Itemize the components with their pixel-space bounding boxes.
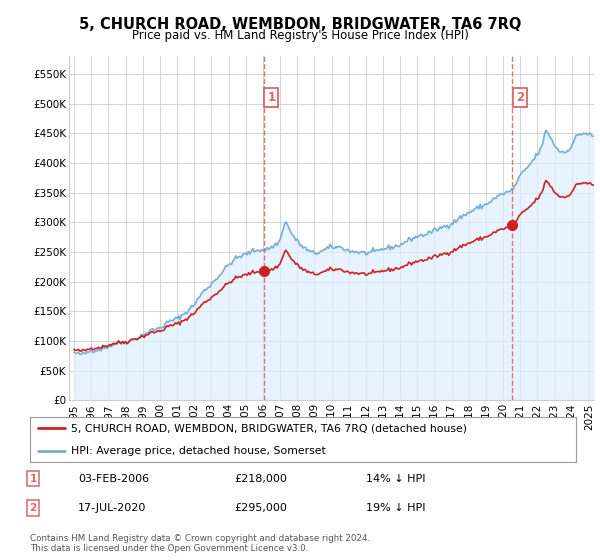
Text: 14% ↓ HPI: 14% ↓ HPI	[366, 474, 425, 484]
Text: 19% ↓ HPI: 19% ↓ HPI	[366, 503, 425, 513]
Text: Price paid vs. HM Land Registry's House Price Index (HPI): Price paid vs. HM Land Registry's House …	[131, 29, 469, 42]
Text: 5, CHURCH ROAD, WEMBDON, BRIDGWATER, TA6 7RQ (detached house): 5, CHURCH ROAD, WEMBDON, BRIDGWATER, TA6…	[71, 423, 467, 433]
Text: £218,000: £218,000	[234, 474, 287, 484]
Text: 2: 2	[29, 503, 37, 513]
Text: Contains HM Land Registry data © Crown copyright and database right 2024.
This d: Contains HM Land Registry data © Crown c…	[30, 534, 370, 553]
Text: 5, CHURCH ROAD, WEMBDON, BRIDGWATER, TA6 7RQ: 5, CHURCH ROAD, WEMBDON, BRIDGWATER, TA6…	[79, 17, 521, 32]
Text: 03-FEB-2006: 03-FEB-2006	[78, 474, 149, 484]
Text: £295,000: £295,000	[234, 503, 287, 513]
Text: 1: 1	[29, 474, 37, 484]
Text: HPI: Average price, detached house, Somerset: HPI: Average price, detached house, Some…	[71, 446, 326, 456]
Text: 2: 2	[516, 91, 524, 104]
Text: 17-JUL-2020: 17-JUL-2020	[78, 503, 146, 513]
Text: 1: 1	[268, 91, 275, 104]
